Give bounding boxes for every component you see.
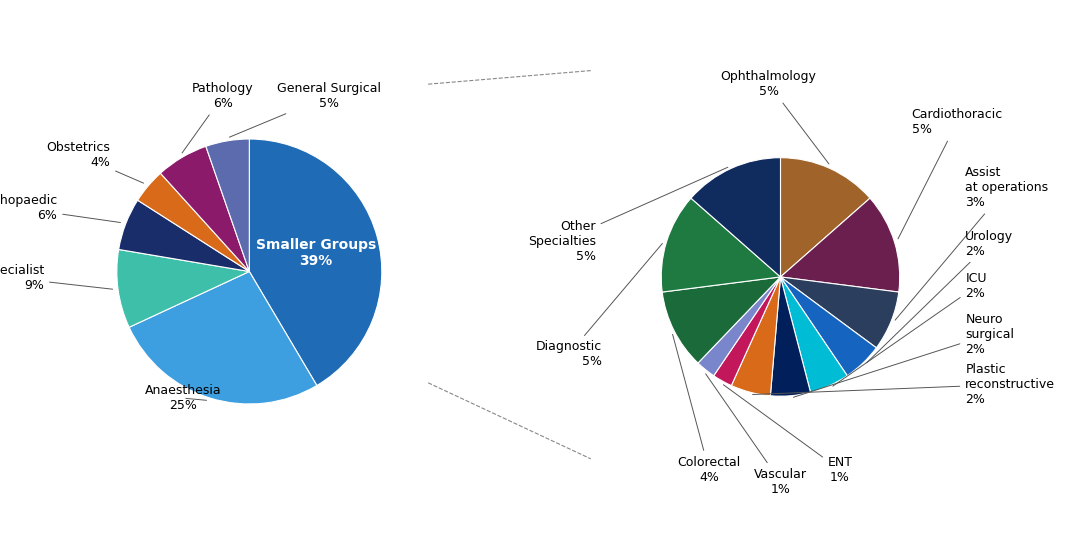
Text: ICU
2%: ICU 2% [833,273,986,386]
Text: Colorectal
4%: Colorectal 4% [672,334,740,484]
Wedge shape [249,139,382,386]
Wedge shape [713,277,780,386]
Wedge shape [138,173,249,272]
Text: Vascular
1%: Vascular 1% [706,374,806,496]
Wedge shape [780,198,900,292]
Wedge shape [129,272,317,404]
Text: Urology
2%: Urology 2% [866,230,1014,363]
Wedge shape [698,277,780,376]
Text: Smaller Groups
39%: Smaller Groups 39% [256,238,376,268]
Wedge shape [780,277,848,393]
Wedge shape [160,147,249,272]
Wedge shape [661,198,780,292]
Text: Anaesthesia
25%: Anaesthesia 25% [145,384,221,412]
Wedge shape [691,157,780,277]
Text: Plastic
reconstructive
2%: Plastic reconstructive 2% [752,363,1056,406]
Wedge shape [732,277,780,396]
Text: Diagnostic
5%: Diagnostic 5% [535,243,662,369]
Wedge shape [117,249,249,327]
Text: Other
Specialties
5%: Other Specialties 5% [528,167,727,263]
Wedge shape [206,139,249,272]
Text: Assist
at operations
3%: Assist at operations 3% [895,166,1048,320]
Wedge shape [771,277,811,396]
Text: General Surgical
5%: General Surgical 5% [230,82,380,137]
Wedge shape [780,277,876,376]
Text: Cardiothoracic
5%: Cardiothoracic 5% [898,108,1003,239]
Text: Ophthalmology
5%: Ophthalmology 5% [721,70,829,164]
Text: Specialist
9%: Specialist 9% [0,264,113,292]
Wedge shape [780,277,899,348]
Wedge shape [118,200,249,272]
Text: Orthopaedic
6%: Orthopaedic 6% [0,194,120,223]
Text: Neuro
surgical
2%: Neuro surgical 2% [793,313,1015,397]
Text: Obstetrics
4%: Obstetrics 4% [47,141,143,183]
Wedge shape [662,277,780,363]
Text: ENT
1%: ENT 1% [723,385,853,484]
Wedge shape [780,157,870,277]
Text: Pathology
6%: Pathology 6% [182,82,254,153]
